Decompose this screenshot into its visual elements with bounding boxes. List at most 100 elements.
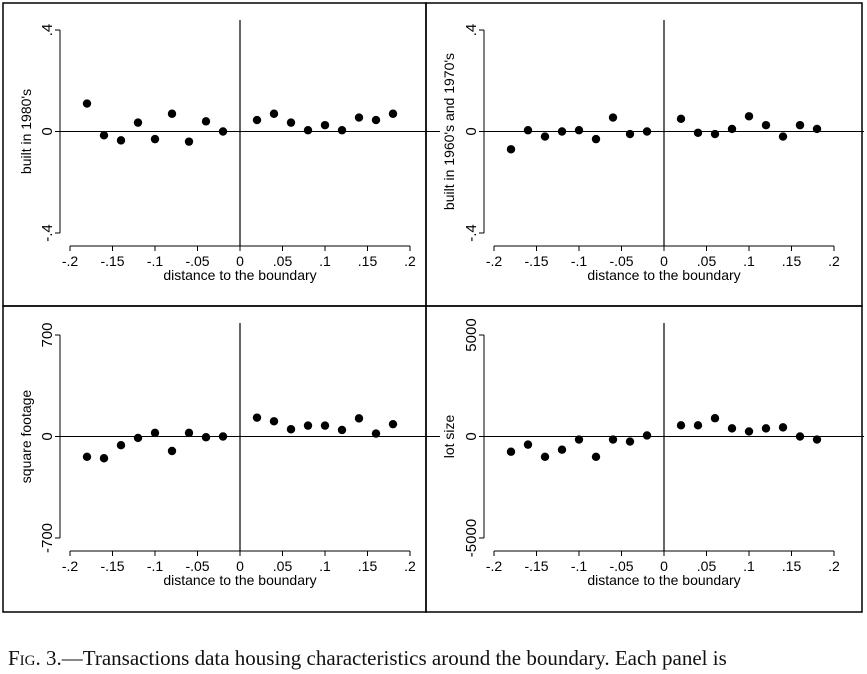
data-point <box>523 126 533 135</box>
data-point <box>676 114 686 124</box>
data-point <box>286 425 296 434</box>
data-point <box>337 126 347 135</box>
y-tick-label: -.4 <box>39 224 56 242</box>
x-tick-label: -.2 <box>62 253 79 269</box>
data-point <box>642 431 652 440</box>
x-tick-label: .05 <box>273 253 293 269</box>
data-point <box>608 435 618 444</box>
data-point <box>388 109 398 118</box>
x-tick-label: .15 <box>782 558 802 574</box>
chart-panel-1: .4 0 -.4 built in 1980's -.2 -.15 -.1 -.05 0 .05.… <box>2 2 440 307</box>
data-point <box>795 120 805 130</box>
x-tick-label: 0 <box>236 253 244 269</box>
chart-panel-4: 5000 0 -5000 lot size -.2 -.15 -.1 -.05 0 .05 .1 .1… <box>425 305 864 613</box>
x-tick-label: -.2 <box>486 558 503 574</box>
data-point <box>320 421 330 430</box>
data-point <box>744 427 754 436</box>
data-point <box>778 132 788 141</box>
data-point <box>303 126 313 135</box>
data-point <box>761 424 771 433</box>
data-point <box>540 452 550 461</box>
panel-border <box>425 305 863 613</box>
data-point <box>286 118 296 127</box>
data-point <box>133 118 143 127</box>
y-tick-label: .4 <box>463 24 480 37</box>
data-point <box>608 113 618 122</box>
x-tick-label: -.15 <box>524 253 548 269</box>
y-axis-title: square footage <box>18 390 34 484</box>
data-point <box>320 120 330 130</box>
data-point <box>116 136 126 145</box>
data-point <box>676 421 686 430</box>
x-tick-label: -.15 <box>100 253 124 269</box>
x-tick-label: -.05 <box>185 253 209 269</box>
data-point <box>693 128 703 137</box>
data-point <box>99 131 109 140</box>
data-point <box>99 454 109 463</box>
data-point <box>337 425 347 435</box>
data-point <box>150 134 160 144</box>
x-tick-label: .05 <box>273 558 293 574</box>
x-tick-label: .1 <box>743 558 755 574</box>
data-point <box>625 437 635 446</box>
x-tick-label: .1 <box>743 253 755 269</box>
chart-panel-2: .4 0 -.4 built in 1960's and 1970's -.2 -.15 -… <box>425 2 864 307</box>
data-point <box>218 127 228 136</box>
data-point <box>591 134 601 144</box>
data-point <box>540 132 550 141</box>
data-point <box>710 414 720 423</box>
x-axis-title: distance to the boundary <box>587 267 740 283</box>
x-tick-label: -.1 <box>571 253 588 269</box>
data-point <box>218 432 228 441</box>
x-tick-label: .15 <box>782 253 802 269</box>
x-tick-label: .15 <box>358 558 378 574</box>
data-point <box>82 99 92 108</box>
y-tick-label: 0 <box>463 127 480 135</box>
data-point <box>167 446 177 456</box>
data-point <box>812 124 822 134</box>
y-tick-label: -.4 <box>463 224 480 242</box>
data-point <box>591 452 601 461</box>
data-point <box>557 127 567 136</box>
y-tick-label: 5000 <box>463 318 480 351</box>
y-axis-title: lot size <box>441 415 457 459</box>
data-point <box>371 115 381 125</box>
data-point <box>354 113 364 122</box>
data-point <box>371 429 381 438</box>
data-point <box>184 137 194 146</box>
x-tick-label: .1 <box>319 253 331 269</box>
data-point <box>574 126 584 135</box>
data-point <box>269 109 279 118</box>
data-point <box>303 421 313 430</box>
data-point <box>727 124 737 134</box>
x-tick-label: -.1 <box>147 253 164 269</box>
x-tick-label: -.05 <box>185 558 209 574</box>
x-tick-label: .05 <box>697 558 717 574</box>
x-tick-label: -.15 <box>524 558 548 574</box>
x-tick-label: .1 <box>319 558 331 574</box>
data-point <box>506 145 516 154</box>
figure-label: Fig. 3. <box>8 646 62 670</box>
data-point <box>744 112 754 121</box>
data-point <box>727 424 737 433</box>
x-tick-label: .2 <box>828 253 840 269</box>
y-tick-label: 0 <box>39 127 56 135</box>
figure-caption: Fig. 3.—Transactions data housing charac… <box>8 646 867 671</box>
data-point <box>269 417 279 426</box>
data-point <box>184 428 194 438</box>
data-point <box>116 441 126 450</box>
data-point <box>354 414 364 423</box>
x-tick-label: -.1 <box>147 558 164 574</box>
x-tick-label: -.2 <box>62 558 79 574</box>
data-point <box>778 423 788 432</box>
caption-text: —Transactions data housing characteristi… <box>61 646 727 670</box>
x-tick-label: 0 <box>660 558 668 574</box>
data-point <box>693 421 703 430</box>
x-tick-label: 0 <box>660 253 668 269</box>
y-tick-label: .4 <box>39 24 56 37</box>
y-tick-label: 700 <box>39 322 56 347</box>
x-tick-label: -.05 <box>609 253 633 269</box>
data-point <box>167 109 177 118</box>
x-tick-label: 0 <box>236 558 244 574</box>
data-point <box>252 115 262 125</box>
